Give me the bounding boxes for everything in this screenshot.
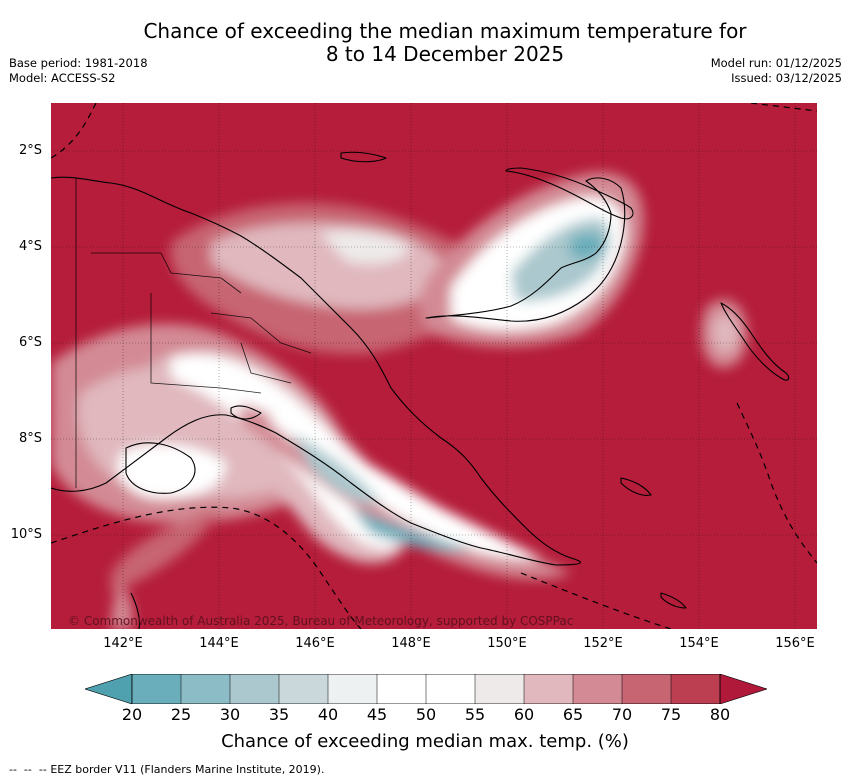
- colorbar-extend-low: [85, 674, 133, 704]
- field-se-50: [271, 413, 541, 559]
- colorbar-tick-55: 55: [464, 705, 486, 724]
- colorbar-swatch-65-70: [573, 674, 622, 704]
- field-cape-york-70: [111, 583, 133, 629]
- colorbar: [85, 674, 767, 704]
- colorbar-outline: [131, 674, 721, 704]
- coast-bougainville: [720, 302, 790, 381]
- border-province-2: [150, 293, 262, 394]
- model-text: Model: ACCESS-S2: [9, 71, 116, 85]
- colorbar-label: Chance of exceeding median max. temp. (%…: [221, 731, 629, 752]
- lon-label-152e: 152°E: [583, 636, 623, 651]
- colorbar-swatch-30-35: [230, 674, 279, 704]
- colorbar-extend-high: [719, 674, 767, 704]
- lon-label-144e: 144°E: [199, 636, 239, 651]
- map-panel[interactable]: [51, 103, 817, 629]
- issued-text: Issued: 03/12/2025: [731, 71, 842, 85]
- coast-fly-delta: [125, 442, 196, 494]
- border-province-4: [240, 342, 292, 384]
- eez-borders: [51, 103, 817, 629]
- eez-legend: -- -- -- EEZ border V11 (Flanders Marine…: [9, 763, 324, 776]
- colorbar-swatch-40-45: [328, 674, 377, 704]
- colorbar-tick-80: 80: [709, 705, 731, 724]
- probability-field: [51, 172, 748, 629]
- field-se-35: [291, 433, 381, 504]
- coast-png-mainland: [51, 176, 581, 566]
- lon-label-142e: 142°E: [103, 636, 143, 651]
- colorbar-swatch-50-55: [426, 674, 475, 704]
- eez-legend-text: EEZ border V11 (Flanders Marine Institut…: [50, 763, 325, 776]
- lon-label-156e: 156°E: [775, 636, 815, 651]
- lon-label-150e: 150°E: [487, 636, 527, 651]
- lat-label-6s: 6°S: [18, 335, 42, 350]
- coastlines: [51, 151, 790, 629]
- colorbar-tick-45: 45: [366, 705, 388, 724]
- coast-louisiades-1: [620, 477, 652, 496]
- field-se-25: [351, 508, 471, 551]
- colorbar-dividers: [180, 674, 672, 704]
- eez-south: [51, 506, 362, 629]
- colorbar-tick-30: 30: [219, 705, 241, 724]
- model-run-text: Model run: 01/12/2025: [710, 56, 842, 70]
- coast-new-ireland: [505, 167, 634, 220]
- coast-manus: [340, 151, 387, 163]
- colorbar-swatch-75-80: [671, 674, 720, 704]
- colorbar-tick-35: 35: [268, 705, 290, 724]
- border-province-1: [91, 252, 242, 294]
- colorbar-tick-70: 70: [611, 705, 633, 724]
- lon-label-148e: 148°E: [391, 636, 431, 651]
- colorbar-swatch-35-40: [279, 674, 328, 704]
- eez-north-east: [750, 103, 817, 112]
- colorbar-tick-60: 60: [513, 705, 535, 724]
- colorbar-swatch-70-75: [622, 674, 671, 704]
- coast-new-britain: [425, 177, 626, 322]
- field-gulf-75: [111, 508, 221, 593]
- lat-label-2s: 2°S: [18, 143, 42, 158]
- lon-label-154e: 154°E: [679, 636, 719, 651]
- colorbar-tick-50: 50: [415, 705, 437, 724]
- colorbar-tick-20: 20: [121, 705, 143, 724]
- field-north-60: [321, 231, 411, 265]
- lat-label-8s: 8°S: [18, 431, 42, 446]
- colorbar-swatch-20-25: [132, 674, 181, 704]
- map-title-line1: Chance of exceeding the median maximum t…: [143, 19, 747, 43]
- map-title-line2: 8 to 14 December 2025: [325, 42, 565, 66]
- meta-right: Model run: 01/12/2025 Issued: 03/12/2025: [711, 56, 842, 86]
- border-province-3: [210, 312, 312, 354]
- graticule: [51, 103, 817, 629]
- colorbar-tick-40: 40: [317, 705, 339, 724]
- coast-louisiades-2: [660, 592, 687, 609]
- field-west-50: [117, 444, 226, 499]
- colorbar-tick-65: 65: [562, 705, 584, 724]
- colorbar-swatch-60-65: [524, 674, 573, 704]
- base-period-text: Base period: 1981-2018: [9, 56, 148, 70]
- lon-label-146e: 146°E: [295, 636, 335, 651]
- colorbar-swatch-25-30: [181, 674, 230, 704]
- coast-cape-york: [130, 592, 140, 629]
- map-svg: [51, 103, 817, 629]
- field-bougainville-65: [712, 314, 739, 352]
- lat-label-4s: 4°S: [18, 239, 42, 254]
- eez-solomons: [736, 402, 817, 564]
- eez-southeast: [520, 572, 672, 629]
- colorbar-swatch-55-60: [475, 674, 524, 704]
- eez-legend-line-icon: -- -- --: [9, 763, 51, 776]
- province-borders: [75, 178, 312, 488]
- coast-inlet: [230, 405, 262, 420]
- copyright-text: © Commonwealth of Australia 2025, Bureau…: [68, 614, 574, 628]
- lat-label-10s: 10°S: [10, 527, 42, 542]
- colorbar-tick-75: 75: [660, 705, 682, 724]
- eez-northwest: [51, 103, 97, 159]
- colorbar-swatch-45-50: [377, 674, 426, 704]
- colorbar-tick-25: 25: [170, 705, 192, 724]
- map-title: Chance of exceeding the median maximum t…: [100, 20, 790, 66]
- meta-left: Base period: 1981-2018 Model: ACCESS-S2: [9, 56, 148, 86]
